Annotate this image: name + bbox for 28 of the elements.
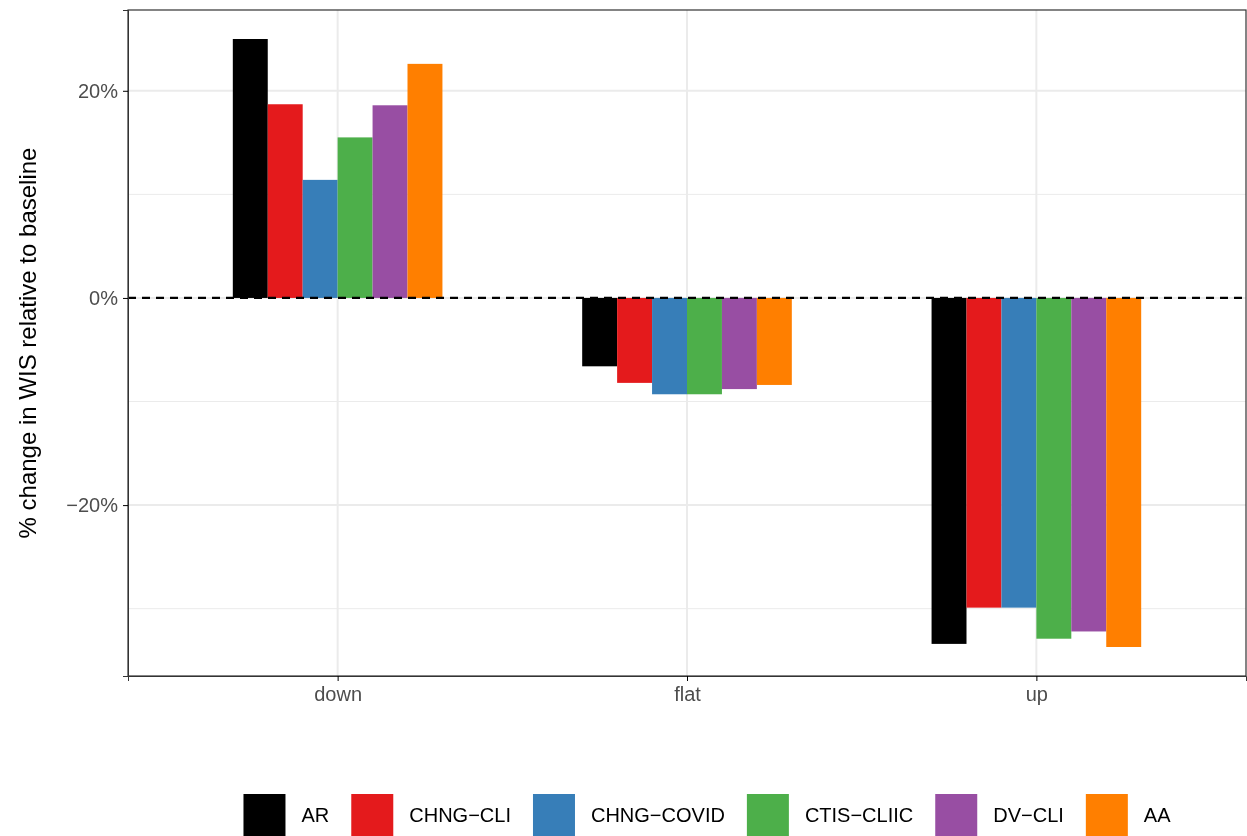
legend-label: CHNG−CLI <box>409 804 511 826</box>
legend-label: DV−CLI <box>993 804 1064 826</box>
bar <box>1036 297 1072 639</box>
bar <box>687 297 722 395</box>
bar <box>966 297 1002 608</box>
legend-label: AR <box>301 804 330 826</box>
legend-label: CTIS−CLIIC <box>804 804 914 826</box>
x-tick-label: flat <box>674 683 702 706</box>
bar <box>617 297 653 383</box>
x-tick-label: down <box>314 683 363 706</box>
y-axis-title: % change in WIS relative to baseline <box>14 147 41 539</box>
x-tick-label: up <box>1025 683 1048 706</box>
y-tick-label: 20% <box>77 79 119 102</box>
legend-label: CHNG−COVID <box>590 804 725 826</box>
bar <box>721 297 757 390</box>
bar <box>756 297 792 385</box>
bar <box>337 137 373 298</box>
bar <box>407 63 443 298</box>
bar <box>652 297 687 395</box>
bar <box>1071 297 1107 632</box>
bar <box>1106 297 1142 647</box>
bar <box>267 104 303 298</box>
y-tick-label: 0% <box>89 286 119 309</box>
legend-label: AA <box>1143 804 1172 826</box>
bar <box>302 179 338 298</box>
bar <box>1001 297 1037 608</box>
y-tick-label: −20% <box>66 494 119 516</box>
bar <box>372 105 408 298</box>
